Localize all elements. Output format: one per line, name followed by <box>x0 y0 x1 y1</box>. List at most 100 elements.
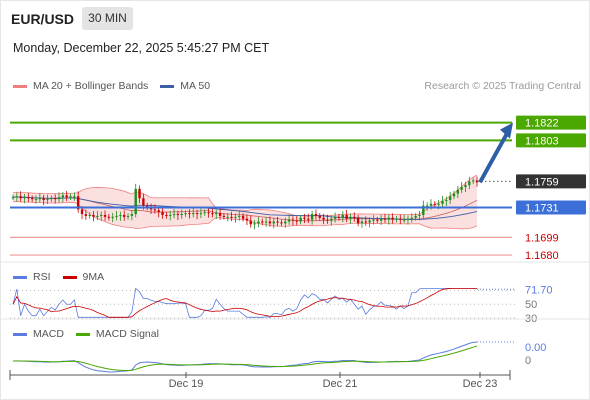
candle-body <box>161 212 164 215</box>
candle-body <box>379 218 383 221</box>
candle-body <box>422 205 425 215</box>
rsi-legend-label: RSI <box>33 271 51 283</box>
candle-body <box>61 195 65 198</box>
support-label: 1.1680 <box>525 250 559 262</box>
pivot-tag <box>516 200 586 215</box>
candle-body <box>15 196 19 198</box>
candle-body <box>126 215 130 217</box>
candle-body <box>188 213 191 215</box>
candle-body <box>230 216 233 218</box>
rsi-ma-legend-label: 9MA <box>82 271 105 283</box>
pair-title: EUR/USD <box>11 11 75 27</box>
macd-signal-legend-label: MACD Signal <box>95 328 159 340</box>
candle-body <box>123 214 126 217</box>
candle-body <box>322 217 325 220</box>
candle-body <box>103 214 107 217</box>
interval-badge[interactable]: 30 MIN <box>82 7 133 30</box>
candle-body <box>456 189 460 194</box>
candle-body <box>57 197 61 200</box>
x-tick-label: Dec 23 <box>463 378 498 390</box>
candle-body <box>349 216 352 219</box>
macd-signal-swatch <box>75 332 90 336</box>
candle-body <box>215 213 218 215</box>
candle-body <box>433 203 437 205</box>
candle-body <box>42 198 45 201</box>
candle-body <box>65 195 68 198</box>
resistance-label: 1.1822 <box>525 118 559 130</box>
candle-body <box>134 188 137 215</box>
candle-body <box>195 213 199 215</box>
candle-body <box>425 205 429 207</box>
candle-body <box>142 198 145 206</box>
x-tick-label: Dec 19 <box>169 378 204 390</box>
macd-legend: MACD MACD Signal <box>13 328 159 340</box>
candle-body <box>84 214 88 216</box>
rsi-value-bg <box>518 283 558 296</box>
pivot-label: 1.1731 <box>525 203 559 215</box>
candle-body <box>92 214 95 217</box>
candle-body <box>272 221 275 224</box>
support-label: 1.1699 <box>525 232 559 244</box>
candle-body <box>364 221 367 223</box>
candle-body <box>180 214 183 216</box>
candle-body <box>314 214 318 216</box>
candle-body <box>376 219 379 221</box>
candle-body <box>402 219 406 221</box>
candle-body <box>157 210 160 213</box>
candle-body <box>353 216 356 218</box>
candle-body <box>23 197 26 199</box>
candle-body <box>69 196 72 198</box>
candle-body <box>372 219 375 221</box>
candle-body <box>203 212 206 214</box>
candle-body <box>99 214 103 216</box>
level-lines: 1.1822 1.1803 1.1759 1.1731 1.1699 1.1680 <box>10 115 586 262</box>
macd-value-label: 0.00 <box>525 342 546 354</box>
candle-body <box>326 219 329 221</box>
candle-body <box>368 220 371 223</box>
candle-body <box>238 215 241 217</box>
macd-legend-label: MACD <box>33 328 64 340</box>
candle-body <box>414 215 417 218</box>
candle-body <box>445 200 448 202</box>
candle-body <box>468 181 471 186</box>
candle-body <box>80 209 84 215</box>
candle-body <box>418 214 421 216</box>
candle-body <box>330 218 333 221</box>
candle-body <box>383 218 387 220</box>
candle-body <box>226 216 229 218</box>
ma50-legend-label: MA 50 <box>180 80 211 92</box>
candle-body <box>211 213 214 215</box>
candle-body <box>360 221 364 224</box>
bollinger-band-fill <box>13 174 477 229</box>
candle-body <box>34 199 38 201</box>
candle-body <box>241 215 245 219</box>
macd-swatch <box>13 332 27 336</box>
candle-body <box>460 186 463 190</box>
candle-body <box>176 214 180 216</box>
price-legend: MA 20 + Bollinger Bands MA 50 <box>13 80 210 92</box>
rsi-legend: RSI 9MA <box>13 271 104 283</box>
ma50-swatch <box>160 84 175 88</box>
candle-body <box>30 198 34 200</box>
candle-body <box>406 218 410 220</box>
candle-body <box>169 214 172 216</box>
macd-panel: 0.000 <box>12 341 546 373</box>
candle-body <box>96 215 99 217</box>
candle-body <box>356 217 360 224</box>
candle-body <box>88 214 91 216</box>
candle-body <box>245 218 249 221</box>
candle-body <box>291 219 295 221</box>
rsi-ma-line <box>12 287 477 318</box>
candle-body <box>207 212 210 214</box>
resistance-label: 1.1803 <box>525 135 559 147</box>
forecast-arrowhead <box>500 122 513 139</box>
candle-body <box>119 214 122 216</box>
candle-body <box>46 199 49 201</box>
candle-body <box>138 188 141 199</box>
current-price-label: 1.1759 <box>525 176 559 188</box>
price-panel <box>11 174 479 230</box>
candle-body <box>299 217 302 222</box>
candle-body <box>452 193 456 197</box>
candle-body <box>53 198 57 200</box>
candle-body <box>268 221 272 224</box>
